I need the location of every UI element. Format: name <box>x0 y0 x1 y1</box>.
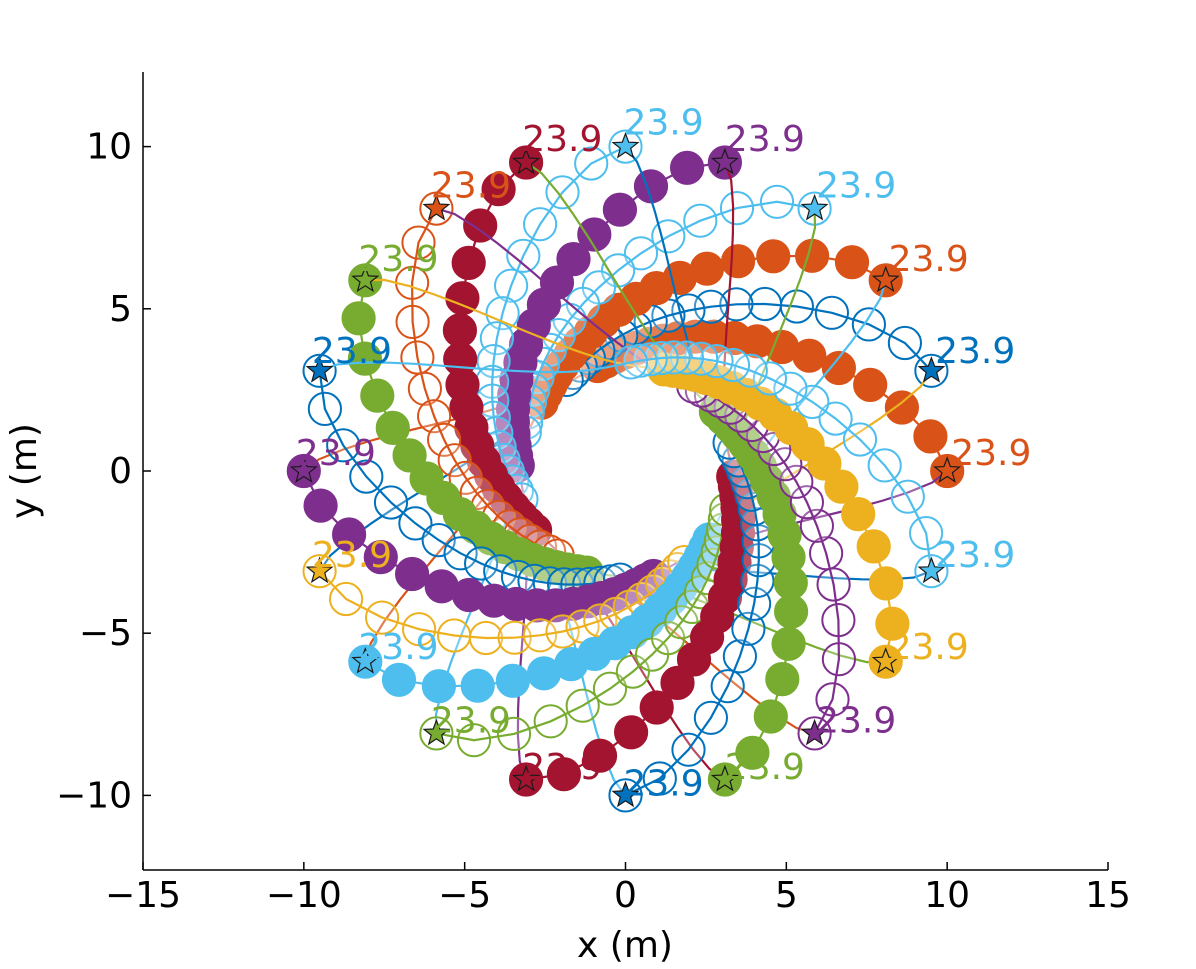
x-tick-label: 15 <box>1085 875 1131 916</box>
arrival-time-label: 23.9 <box>889 627 969 668</box>
x-tick-label: 5 <box>775 875 798 916</box>
agent-path-line <box>525 161 793 781</box>
agent-trajectory <box>286 453 948 623</box>
arrival-time-label: 23.9 <box>312 331 392 372</box>
agent-path-line <box>525 162 740 781</box>
agent-trajectory <box>442 145 726 781</box>
start-star-marker <box>917 556 946 584</box>
arrival-time-label: 23.9 <box>431 700 511 741</box>
x-tick-label: −5 <box>438 875 491 916</box>
start-star-marker <box>289 456 318 483</box>
start-star-marker <box>611 131 640 159</box>
x-tick-label: 0 <box>614 875 637 916</box>
start-star-marker <box>422 718 451 746</box>
x-axis-title: x (m) <box>577 925 673 966</box>
agent-path-line <box>364 254 887 663</box>
start-star-marker <box>422 193 451 221</box>
y-axis-title: y (m) <box>4 423 45 519</box>
start-star-marker <box>710 147 739 175</box>
arrival-time-label: 23.9 <box>816 166 896 207</box>
arrival-time-label: 23.9 <box>935 331 1015 372</box>
y-tick-label: 5 <box>109 289 132 330</box>
start-star-marker <box>512 764 541 792</box>
start-star-marker <box>512 147 541 175</box>
agent-path-line <box>303 335 949 472</box>
arrival-time-label: 23.9 <box>312 535 392 576</box>
start-star-marker <box>351 265 380 293</box>
agent-path-line <box>319 356 933 572</box>
start-star-marker <box>305 556 334 584</box>
y-tick-label: −5 <box>79 613 132 654</box>
arrival-time-label: 23.9 <box>431 166 511 207</box>
agent-path-line <box>302 470 948 607</box>
start-star-marker <box>611 780 640 808</box>
start-star-marker <box>800 193 829 221</box>
start-star-marker <box>710 764 739 792</box>
axes: −15 −10 −5 0 5 10 15 −10 −5 0 5 10 <box>56 72 1131 916</box>
arrival-time-label: 23.9 <box>725 747 805 788</box>
arrival-time-label: 23.9 <box>935 535 1015 576</box>
y-tick-label: 0 <box>109 451 132 492</box>
arrival-time-label: 23.9 <box>624 103 704 144</box>
agent-trajectory <box>341 263 886 664</box>
x-tick-label: −10 <box>266 875 342 916</box>
start-star-marker <box>351 647 380 674</box>
x-tick-label: 10 <box>924 875 970 916</box>
time-label-layer: 23.9 23.9 23.9 23.9 23.9 23.9 23.9 23.9 23.9 23.9… <box>289 103 1031 808</box>
arrival-time-label: 23.9 <box>725 119 805 160</box>
arrival-time-label: 23.9 <box>951 433 1031 474</box>
start-star-marker <box>917 356 946 383</box>
start-star-marker <box>933 456 962 483</box>
start-star-marker <box>871 647 900 674</box>
arrival-time-label: 23.9 <box>522 747 602 788</box>
arrival-time-label: 23.9 <box>889 239 969 280</box>
start-star-marker <box>800 718 829 746</box>
arrival-time-label: 23.9 <box>358 239 438 280</box>
trajectory-layer <box>286 129 965 813</box>
y-tick-label: 10 <box>86 127 132 168</box>
start-star-marker <box>871 265 900 293</box>
arrival-time-label: 23.9 <box>358 627 438 668</box>
agent-trajectory <box>319 340 949 589</box>
arrival-time-label: 23.9 <box>816 700 896 741</box>
agent-trajectory <box>364 238 903 663</box>
y-tick-label: −10 <box>56 775 132 816</box>
agent-path-line <box>365 278 894 662</box>
agent-path-line <box>357 280 886 664</box>
arrival-time-label: 23.9 <box>624 763 704 804</box>
start-star-marker <box>305 356 334 383</box>
agent-trajectory <box>508 162 756 797</box>
agent-path-line <box>364 279 887 688</box>
arrival-time-label: 23.9 <box>522 119 602 160</box>
arrival-time-label: 23.9 <box>296 433 376 474</box>
x-tick-label: −15 <box>105 875 181 916</box>
